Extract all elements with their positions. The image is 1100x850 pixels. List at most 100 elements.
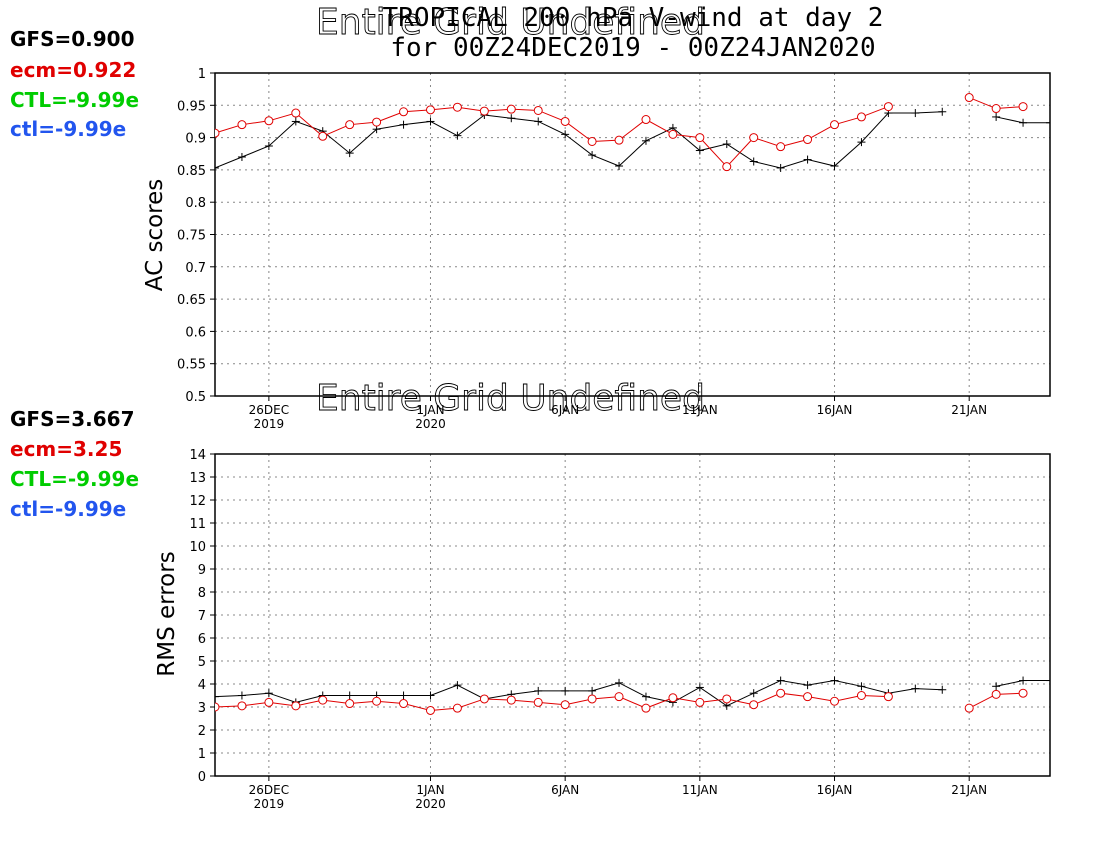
lower-ecm-point: [803, 692, 813, 702]
upper-ecm-point: [291, 108, 301, 118]
upper-plot-frame: [214, 72, 1051, 397]
upper-x-tick-label: 21JAN: [951, 403, 987, 417]
lower-series-ecm: [215, 688, 1028, 715]
lower-ecm-point: [1018, 688, 1028, 698]
lower-gfs-point: [857, 682, 866, 691]
lower-ecm-line: [215, 692, 889, 711]
lower-ecm-point: [318, 695, 328, 705]
upper-y-tick-label: 0.65: [177, 293, 206, 308]
lower-ecm-point: [722, 694, 732, 704]
upper-x-tick-sublabel: 2019: [254, 417, 285, 431]
lower-ecm-point: [506, 695, 516, 705]
lower-stat-gfs: GFS=3.667: [10, 407, 135, 431]
lower-gfs-point: [345, 691, 354, 700]
upper-gfs-point: [615, 162, 624, 171]
upper-gfs-point: [749, 157, 758, 166]
upper-ecm-point: [856, 112, 866, 122]
upper-ecm-point: [452, 102, 462, 112]
upper-ecm-point: [215, 128, 220, 138]
upper-ecm-point: [506, 104, 516, 114]
lower-stat-ctl-lower: ctl=-9.99e: [10, 497, 126, 521]
upper-gfs-point: [264, 141, 273, 150]
lower-gfs-point: [215, 692, 219, 701]
upper-y-tick-label: 0.6: [185, 325, 206, 340]
lower-ecm-point: [695, 697, 705, 707]
lower-gfs-point: [1046, 676, 1050, 685]
upper-gfs-point: [938, 107, 947, 116]
upper-ecm-point: [803, 135, 813, 145]
upper-x-tick-label: 26DEC: [249, 403, 289, 417]
lower-ecm-point: [533, 697, 543, 707]
upper-gfs-point: [857, 138, 866, 147]
lower-gfs-point: [399, 691, 408, 700]
upper-ecm-point: [991, 104, 1001, 114]
upper-y-tick-label: 0.55: [177, 358, 206, 373]
upper-gfs-point: [561, 130, 570, 139]
upper-x-tick-label: 16JAN: [817, 403, 853, 417]
upper-series-gfs: [215, 107, 1050, 172]
lower-y-tick-label: 10: [189, 540, 206, 555]
lower-x-tick-label: 11JAN: [682, 783, 718, 797]
lower-ecm-point: [641, 703, 651, 713]
lower-y-tick-label: 1: [198, 747, 206, 762]
overlay-text-middle: Entire Grid Undefined: [316, 378, 705, 419]
upper-ecm-line: [215, 106, 889, 168]
lower-x-tick-sublabel: 2020: [415, 797, 446, 811]
upper-gfs-point: [291, 117, 300, 126]
lower-x-tick-label: 21JAN: [951, 783, 987, 797]
upper-stats-legend: GFS=0.900 ecm=0.922 CTL=-9.99e ctl=-9.99…: [10, 27, 139, 141]
lower-x-tick-label: 6JAN: [551, 783, 579, 797]
lower-gfs-point: [695, 683, 704, 692]
upper-gfs-point: [1046, 118, 1050, 127]
lower-gfs-point: [992, 682, 1001, 691]
lower-ecm-point: [560, 700, 570, 710]
upper-ecm-point: [964, 93, 974, 103]
lower-ecm-point: [291, 701, 301, 711]
upper-ecm-point: [372, 117, 382, 127]
upper-ecm-point: [776, 142, 786, 152]
upper-x-tick-label: 1JAN: [416, 403, 444, 417]
upper-stat-gfs: GFS=0.900: [10, 27, 135, 51]
lower-ecm-point: [345, 699, 355, 709]
upper-stat-ctl-upper: CTL=-9.99e: [10, 88, 139, 112]
lower-gfs-point: [426, 691, 435, 700]
upper-ecm-point: [479, 106, 489, 116]
ac-scores-panel: 0.5 0.55 0.6 0.65 0.7 0.75 0.8 0.85 0.9 0.95 1 26DE…: [177, 67, 1051, 431]
lower-gfs-point: [615, 678, 624, 687]
lower-gfs-point: [588, 686, 597, 695]
lower-ecm-point: [372, 696, 382, 706]
lower-gfs-point: [237, 691, 246, 700]
upper-ecm-point: [533, 105, 543, 115]
lower-gfs-point: [561, 686, 570, 695]
upper-ecm-point: [345, 120, 355, 130]
lower-gfs-line: [215, 680, 943, 707]
lower-y-axis-label: RMS errors: [154, 551, 180, 676]
upper-ecm-point: [641, 115, 651, 125]
upper-gfs-point: [830, 162, 839, 171]
lower-ecm-point: [830, 696, 840, 706]
lower-ecm-point: [614, 692, 624, 702]
lower-stat-ctl-upper: CTL=-9.99e: [10, 467, 139, 491]
lower-ecm-point: [964, 703, 974, 713]
lower-y-tick-label: 2: [198, 724, 206, 739]
upper-gfs-point: [237, 152, 246, 161]
upper-y-tick-label: 0.8: [185, 196, 206, 211]
lower-series-gfs: [215, 676, 1050, 710]
lower-ecm-point: [425, 705, 435, 715]
upper-y-tick-label: 0.85: [177, 164, 206, 179]
lower-y-tick-label: 8: [198, 586, 206, 601]
upper-series-ecm: [215, 93, 1028, 172]
lower-ecm-point: [668, 693, 678, 703]
lower-y-tick-label: 12: [189, 494, 206, 509]
lower-ecm-point: [856, 691, 866, 700]
lower-ecm-point: [587, 694, 597, 704]
upper-ecm-point: [1018, 102, 1028, 112]
lower-y-tick-label: 9: [198, 563, 206, 578]
lower-gfs-point: [1019, 676, 1028, 685]
upper-gfs-line: [215, 111, 943, 169]
lower-y-tick-label: 3: [198, 701, 206, 716]
overlay-text-top: Entire Grid Undefined: [316, 2, 705, 43]
lower-ecm-point: [399, 699, 409, 709]
upper-gfs-point: [507, 114, 516, 123]
